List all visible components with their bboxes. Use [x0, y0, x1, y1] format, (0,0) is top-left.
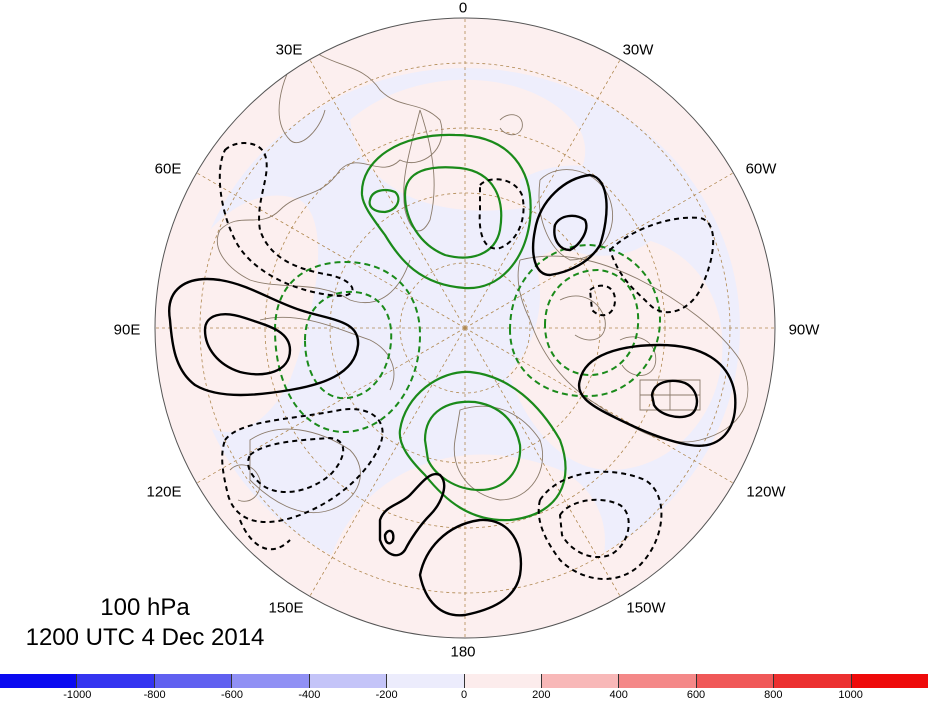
coast-japan	[229, 464, 261, 502]
contour-pos-north-outer	[360, 133, 532, 290]
lon-label-0: 0	[458, 0, 468, 17]
colorbar-swatch	[232, 674, 310, 688]
lon-label-30e: 30E	[275, 41, 303, 59]
contour-neg-solid-south-blob	[418, 518, 523, 617]
contour-neg-solid-east-inner	[650, 379, 699, 419]
contour-neg-solid-east-outer	[577, 343, 737, 447]
lon-label-150e: 150E	[268, 599, 304, 617]
colorbar-tick-label: -600	[220, 689, 244, 701]
contour-pos-north-small	[368, 189, 400, 214]
contour-neg-dash-north	[478, 178, 525, 250]
colorbar-tick-label: 0	[460, 689, 468, 701]
shading-pink-west	[175, 195, 319, 433]
shading-pink-south	[330, 454, 605, 636]
colorbar	[0, 674, 928, 688]
lon-label-180: 180	[450, 643, 476, 661]
contour-neg-dash-nw	[218, 142, 354, 297]
colorbar-swatch	[774, 674, 852, 688]
lon-label-90w: 90W	[788, 321, 820, 339]
contour-neg-dash-sw-outer	[221, 408, 384, 524]
colorbar-swatch	[77, 674, 155, 688]
time-title: 1200 UTC 4 Dec 2014	[25, 624, 265, 651]
contour-neg-dash-ne	[608, 216, 715, 314]
colorbar-tick-label: 600	[686, 689, 706, 701]
lon-label-120w: 120W	[746, 483, 786, 501]
colorbar-swatch	[154, 674, 233, 688]
contour-pos-north-inner	[403, 166, 503, 259]
colorbar-tick-label: -800	[143, 689, 166, 701]
contour-neg-dash-se-inner	[558, 498, 630, 558]
contour-neg-solid-greenland-outer	[531, 173, 608, 277]
contour-neg-solid-west-outer	[168, 277, 360, 397]
negative-contours-solid	[168, 173, 737, 617]
contour-pos-south-outer	[398, 370, 567, 522]
contour-neg-solid-greenland-inner	[553, 214, 588, 252]
colorbar-swatch	[696, 674, 775, 688]
lon-label-30w: 30W	[622, 41, 654, 59]
colorbar-swatch	[309, 674, 388, 688]
shading-blue-center	[390, 227, 540, 388]
colorbar-tick-label: 1000	[838, 689, 863, 701]
positive-contours	[360, 133, 567, 522]
contour-neg-solid-south-squiggle	[378, 472, 446, 557]
colorbar-tick-label: 400	[609, 689, 628, 701]
lon-label-90e: 90E	[113, 321, 141, 339]
shading-pink-east	[505, 235, 723, 470]
lon-label-60w: 60W	[745, 160, 777, 178]
coast-east-asia	[249, 428, 361, 514]
contour-pos-south-inner	[423, 400, 522, 492]
contour-green-dash-east-outer	[508, 243, 662, 398]
colorbar-swatch	[541, 674, 620, 688]
colorbar-tick-label: -200	[375, 689, 398, 701]
map-border	[154, 17, 776, 639]
coast-iceland	[499, 114, 523, 136]
lon-label-150w: 150W	[626, 599, 666, 617]
coast-canada-islands	[559, 295, 606, 341]
contour-neg-dash-se	[537, 470, 663, 580]
coast-us-grid-2	[640, 380, 700, 410]
colorbar-tick-label: 200	[532, 689, 551, 701]
contour-green-dash-west-outer	[273, 260, 422, 434]
colorbar-tick-label: 800	[764, 689, 783, 701]
coast-siberia	[259, 316, 395, 391]
pressure-level-title: 100 hPa	[100, 594, 190, 621]
coast-greenland	[538, 169, 614, 261]
lon-label-60e: 60E	[154, 160, 182, 178]
colorbar-swatch	[464, 674, 542, 688]
lon-label-120e: 120E	[146, 483, 182, 501]
contour-neg-dash-sw-inner	[247, 436, 345, 493]
colorbar-tick-label: -400	[298, 689, 321, 701]
coast-us-grid-1	[639, 379, 701, 411]
contour-green-dash-east-inner	[543, 268, 640, 377]
coast-alaska	[453, 405, 544, 501]
contour-neg-solid-west-inner	[203, 313, 292, 376]
coast-north-america	[517, 255, 749, 443]
colorbar-swatch	[851, 674, 928, 688]
contour-neg-solid-tiny	[383, 529, 395, 545]
contour-neg-dash-east-small	[588, 284, 617, 317]
meridians	[155, 18, 775, 638]
colorbar-swatch	[619, 674, 697, 688]
colorbar-tick-label: -1000	[63, 689, 92, 701]
colorbar-swatch	[0, 674, 78, 688]
negative-contours-dashed	[218, 142, 715, 580]
colorbar-swatch	[387, 674, 465, 688]
coast-eurasia	[216, 39, 443, 304]
